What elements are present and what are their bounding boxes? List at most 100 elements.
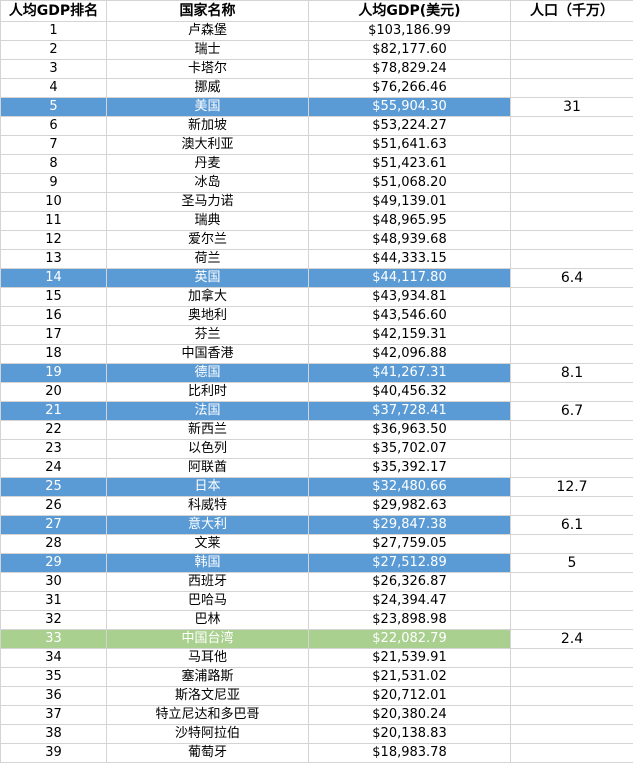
population-cell <box>511 41 633 60</box>
rank-cell: 34 <box>1 649 107 668</box>
gdp-cell: $18,983.78 <box>309 744 511 763</box>
rank-cell: 1 <box>1 22 107 41</box>
rank-cell: 21 <box>1 402 107 421</box>
rank-cell: 27 <box>1 516 107 535</box>
population-cell <box>511 725 633 744</box>
gdp-cell: $29,982.63 <box>309 497 511 516</box>
country-cell: 瑞士 <box>107 41 309 60</box>
population-cell <box>511 326 633 345</box>
rank-cell: 9 <box>1 174 107 193</box>
population-cell <box>511 307 633 326</box>
gdp-cell: $21,539.91 <box>309 649 511 668</box>
population-cell <box>511 117 633 136</box>
rank-cell: 22 <box>1 421 107 440</box>
rank-cell: 26 <box>1 497 107 516</box>
gdp-cell: $49,139.01 <box>309 193 511 212</box>
rank-cell: 4 <box>1 79 107 98</box>
gdp-cell: $37,728.41 <box>309 402 511 421</box>
gdp-cell: $82,177.60 <box>309 41 511 60</box>
population-cell <box>511 687 633 706</box>
country-cell: 瑞典 <box>107 212 309 231</box>
rank-cell: 35 <box>1 668 107 687</box>
population-cell <box>511 611 633 630</box>
rank-cell: 33 <box>1 630 107 649</box>
rank-cell: 18 <box>1 345 107 364</box>
population-cell <box>511 174 633 193</box>
country-cell: 塞浦路斯 <box>107 668 309 687</box>
rank-cell: 24 <box>1 459 107 478</box>
country-cell: 荷兰 <box>107 250 309 269</box>
country-cell: 意大利 <box>107 516 309 535</box>
rank-cell: 32 <box>1 611 107 630</box>
header-gdp: 人均GDP(美元) <box>309 1 511 22</box>
population-cell <box>511 79 633 98</box>
country-cell: 中国香港 <box>107 345 309 364</box>
gdp-cell: $44,333.15 <box>309 250 511 269</box>
country-cell: 挪威 <box>107 79 309 98</box>
rank-cell: 7 <box>1 136 107 155</box>
gdp-cell: $51,423.61 <box>309 155 511 174</box>
header-rank: 人均GDP排名 <box>1 1 107 22</box>
population-cell: 6.4 <box>511 269 633 288</box>
population-cell <box>511 136 633 155</box>
rank-cell: 31 <box>1 592 107 611</box>
country-cell: 沙特阿拉伯 <box>107 725 309 744</box>
country-cell: 法国 <box>107 402 309 421</box>
population-cell: 12.7 <box>511 478 633 497</box>
country-cell: 西班牙 <box>107 573 309 592</box>
rank-cell: 25 <box>1 478 107 497</box>
population-cell <box>511 535 633 554</box>
population-cell <box>511 592 633 611</box>
population-cell: 6.1 <box>511 516 633 535</box>
gdp-cell: $42,096.88 <box>309 345 511 364</box>
population-cell: 6.7 <box>511 402 633 421</box>
rank-cell: 8 <box>1 155 107 174</box>
header-row: 人均GDP排名 国家名称 人均GDP(美元) 人口（千万） <box>1 1 633 22</box>
population-cell <box>511 288 633 307</box>
gdp-cell: $48,965.95 <box>309 212 511 231</box>
country-cell: 卡塔尔 <box>107 60 309 79</box>
gdp-cell: $44,117.80 <box>309 269 511 288</box>
population-cell <box>511 668 633 687</box>
population-cell <box>511 706 633 725</box>
country-cell: 葡萄牙 <box>107 744 309 763</box>
gdp-cell: $20,138.83 <box>309 725 511 744</box>
rank-cell: 29 <box>1 554 107 573</box>
rank-cell: 13 <box>1 250 107 269</box>
country-cell: 新加坡 <box>107 117 309 136</box>
gdp-cell: $55,904.30 <box>309 98 511 117</box>
rank-cell: 12 <box>1 231 107 250</box>
population-cell <box>511 573 633 592</box>
gdp-cell: $43,934.81 <box>309 288 511 307</box>
country-cell: 新西兰 <box>107 421 309 440</box>
rank-cell: 36 <box>1 687 107 706</box>
population-cell <box>511 231 633 250</box>
gdp-cell: $23,898.98 <box>309 611 511 630</box>
gdp-cell: $35,702.07 <box>309 440 511 459</box>
gdp-cell: $51,641.63 <box>309 136 511 155</box>
country-cell: 芬兰 <box>107 326 309 345</box>
